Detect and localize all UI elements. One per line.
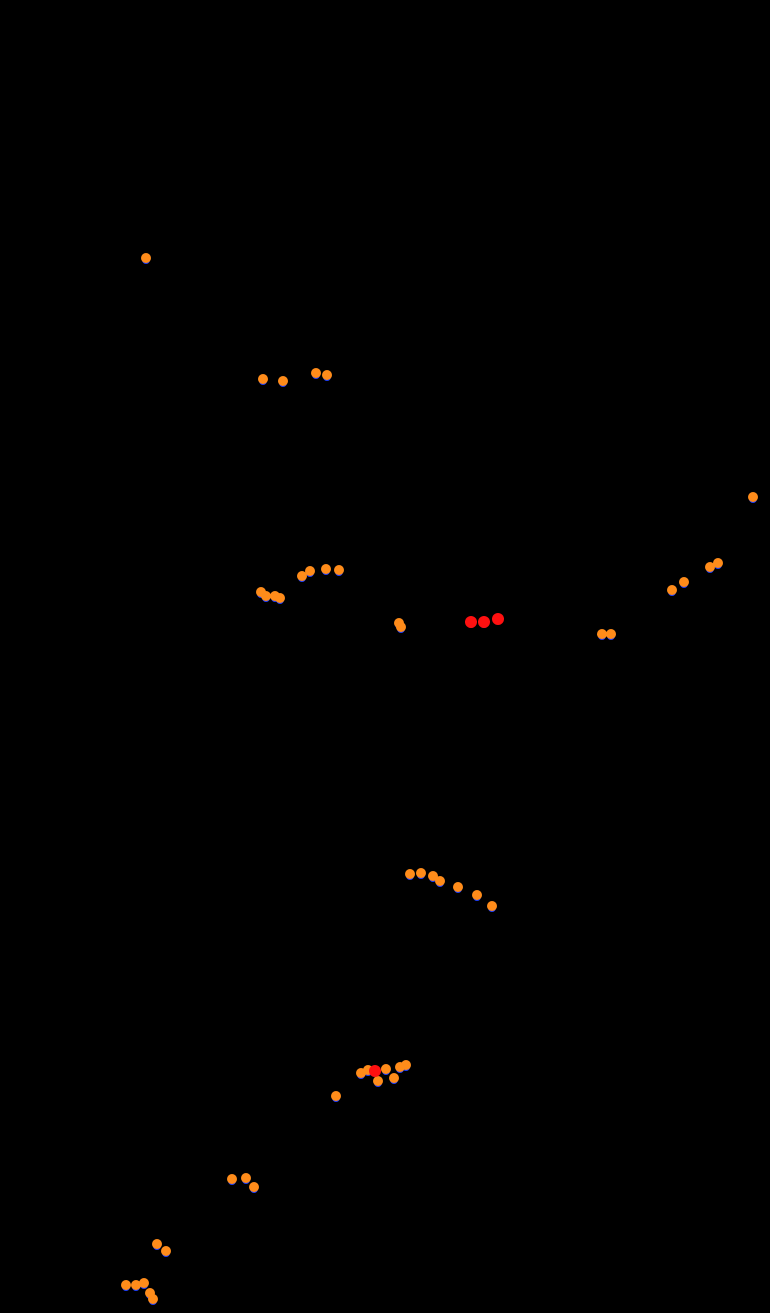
scatter-point <box>478 616 490 628</box>
scatter-point <box>369 1065 381 1077</box>
scatter-point <box>227 1174 237 1184</box>
scatter-point <box>334 565 344 575</box>
scatter-point <box>278 376 288 386</box>
scatter-point <box>241 1173 251 1183</box>
scatter-point <box>667 585 677 595</box>
scatter-point <box>305 566 315 576</box>
scatter-point <box>487 901 497 911</box>
scatter-point <box>249 1182 259 1192</box>
scatter-point <box>321 564 331 574</box>
scatter-point <box>748 492 758 502</box>
scatter-point <box>465 616 477 628</box>
scatter-point <box>472 890 482 900</box>
scatter-point <box>381 1064 391 1074</box>
scatter-point <box>679 577 689 587</box>
scatter-point <box>331 1091 341 1101</box>
scatter-point <box>152 1239 162 1249</box>
scatter-point <box>606 629 616 639</box>
scatter-point <box>492 613 504 625</box>
scatter-point <box>139 1278 149 1288</box>
scatter-point <box>258 374 268 384</box>
scatter-point <box>396 622 406 632</box>
scatter-point <box>713 558 723 568</box>
scatter-point <box>453 882 463 892</box>
scatter-point <box>405 869 415 879</box>
scatter-point <box>148 1294 158 1304</box>
scatter-point <box>373 1076 383 1086</box>
scatter-point <box>435 876 445 886</box>
scatter-point <box>416 868 426 878</box>
scatter-point <box>275 593 285 603</box>
scatter-point <box>389 1073 399 1083</box>
scatter-point <box>311 368 321 378</box>
scatter-point <box>401 1060 411 1070</box>
scatter-point <box>161 1246 171 1256</box>
scatter-point <box>141 253 151 263</box>
scatter-point <box>121 1280 131 1290</box>
scatter-plot-canvas <box>0 0 770 1313</box>
scatter-point <box>322 370 332 380</box>
